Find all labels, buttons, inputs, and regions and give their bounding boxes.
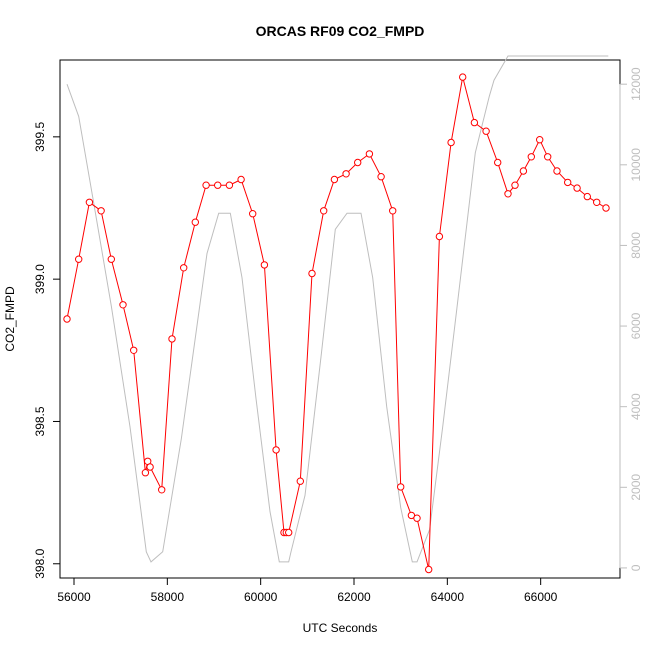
co2-point xyxy=(573,184,581,192)
co2-point xyxy=(158,486,166,494)
x-axis: 56000 58000 60000 62000 64000 66000 xyxy=(57,577,558,604)
co2-point xyxy=(237,175,245,184)
y-axis-left: 398.0 398.5 399.0 399.5 xyxy=(33,122,61,579)
co2-point xyxy=(536,136,544,144)
co2-line xyxy=(66,76,607,570)
co2-point xyxy=(553,167,561,175)
co2-point xyxy=(225,181,234,189)
co2-point xyxy=(342,170,350,178)
y-axis-right: 0 2000 4000 6000 8000 10000 12000 xyxy=(619,67,643,571)
co2-point xyxy=(75,255,83,263)
co2-point xyxy=(180,264,188,272)
x-tick-label: 58000 xyxy=(151,590,185,604)
co2-series xyxy=(63,73,610,574)
co2-point xyxy=(425,565,433,574)
co2-point xyxy=(97,207,105,215)
co2-point xyxy=(260,261,269,269)
plot-frame xyxy=(59,59,621,579)
y2-tick-label: 12000 xyxy=(629,67,643,101)
co2-point xyxy=(482,127,490,135)
y2-tick-label: 10000 xyxy=(629,148,643,182)
altitude-line xyxy=(66,55,609,563)
co2-point xyxy=(63,315,71,323)
co2-point xyxy=(130,346,138,354)
x-tick-label: 66000 xyxy=(524,590,558,604)
y2-tick-label: 2000 xyxy=(629,474,643,501)
co2-point xyxy=(285,528,293,537)
y-axis-label: CO2_FMPD xyxy=(3,286,17,352)
co2-point xyxy=(272,446,280,454)
co2-point xyxy=(544,153,552,161)
co2-point xyxy=(191,218,200,226)
co2-point xyxy=(141,469,150,477)
co2-point xyxy=(583,192,591,201)
co2-point xyxy=(602,204,610,212)
x-tick-label: 62000 xyxy=(337,590,371,604)
co2-point xyxy=(202,181,210,189)
y2-tick-label: 0 xyxy=(629,564,643,571)
co2-point xyxy=(308,269,316,278)
co2-point xyxy=(214,181,222,189)
co2-point xyxy=(168,335,176,343)
co2-point xyxy=(527,153,535,161)
y-tick-label: 398.5 xyxy=(33,406,47,436)
y-tick-label: 399.5 xyxy=(33,122,47,152)
co2-point xyxy=(85,198,94,207)
co2-point xyxy=(511,181,519,189)
x-tick-label: 64000 xyxy=(431,590,465,604)
co2-point xyxy=(413,514,421,522)
co2-point xyxy=(119,301,127,309)
co2-point xyxy=(447,138,455,147)
co2-point xyxy=(146,463,154,471)
co2-point xyxy=(354,158,362,167)
co2-point xyxy=(365,150,374,158)
co2-point xyxy=(107,255,116,263)
chart-title: ORCAS RF09 CO2_FMPD xyxy=(256,23,425,39)
co2-point xyxy=(320,207,328,215)
co2-point xyxy=(377,173,385,181)
co2-point xyxy=(470,118,479,127)
x-tick-label: 60000 xyxy=(244,590,278,604)
co2-point xyxy=(397,483,405,491)
co2-point xyxy=(389,207,397,215)
co2-point xyxy=(564,178,572,187)
altitude-series xyxy=(66,55,609,563)
co2-point xyxy=(249,210,257,218)
y2-tick-label: 6000 xyxy=(629,312,643,339)
y2-tick-label: 4000 xyxy=(629,393,643,420)
co2-point xyxy=(519,167,528,175)
co2-point xyxy=(330,175,339,184)
co2-point xyxy=(435,232,444,241)
y2-tick-label: 8000 xyxy=(629,232,643,259)
x-tick-label: 56000 xyxy=(57,590,91,604)
x-axis-label: UTC Seconds xyxy=(303,621,378,635)
co2-point xyxy=(296,477,304,485)
co2-point xyxy=(494,158,502,167)
co2-point xyxy=(504,190,512,198)
y-tick-label: 398.0 xyxy=(33,548,47,578)
co2-point xyxy=(593,198,601,207)
y-tick-label: 399.0 xyxy=(33,264,47,294)
co2-point xyxy=(459,73,467,81)
